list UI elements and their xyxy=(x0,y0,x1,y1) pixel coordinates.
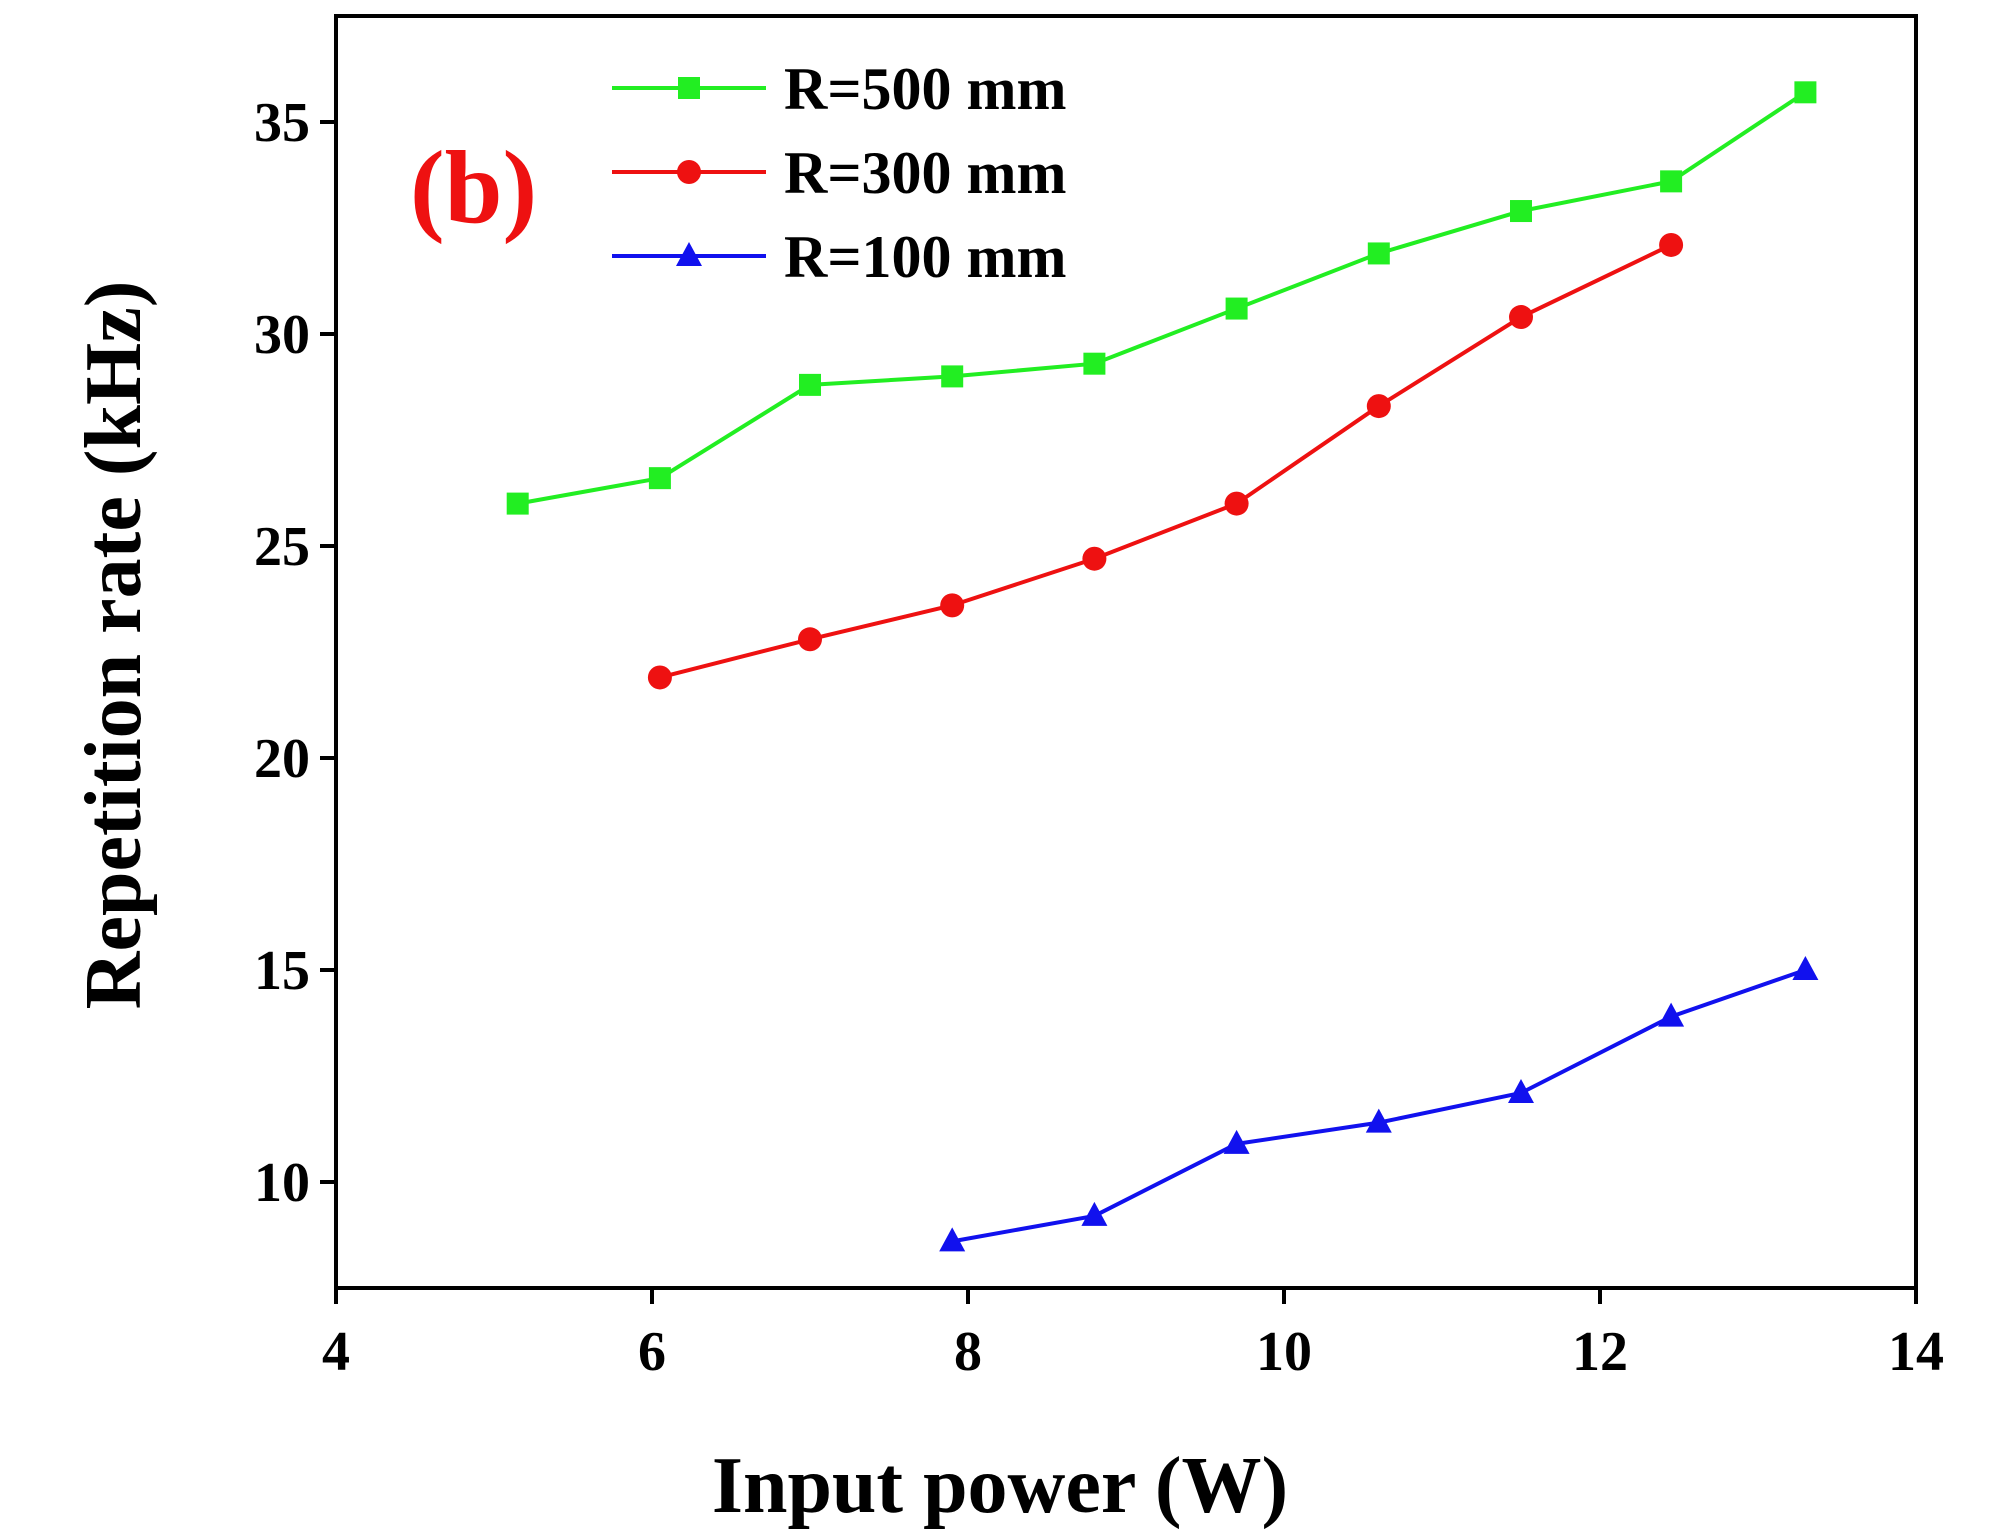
legend-item: R=300 mm xyxy=(612,140,1066,206)
x-tick-label: 12 xyxy=(1572,1321,1628,1383)
series-layer xyxy=(506,81,1819,1252)
data-point xyxy=(1081,1201,1108,1226)
x-tick-label: 8 xyxy=(954,1321,982,1383)
data-point xyxy=(1658,1002,1685,1027)
legend-label: R=300 mm xyxy=(784,140,1066,206)
data-point xyxy=(1224,491,1249,516)
data-point xyxy=(647,665,672,690)
x-tick-label: 4 xyxy=(322,1321,350,1383)
data-point xyxy=(1660,170,1683,193)
plot-frame xyxy=(334,14,1918,1290)
legend-marker xyxy=(677,160,701,184)
data-point xyxy=(799,373,821,396)
x-axis-title: Input power (W) xyxy=(712,1442,1288,1530)
panel-label: (b) xyxy=(410,130,537,245)
legend-label: R=500 mm xyxy=(784,56,1066,122)
axes-layer: 4 6 8 10 12 14 10 15 20 25 30 35 xyxy=(254,14,1944,1383)
y-tick-label: 25 xyxy=(254,516,310,578)
series-2 xyxy=(939,956,1819,1252)
y-tick-label: 20 xyxy=(254,728,310,790)
data-point xyxy=(1082,546,1107,571)
legend-marker xyxy=(676,242,702,266)
x-tick-label: 10 xyxy=(1256,1321,1312,1383)
data-point xyxy=(1794,81,1817,104)
data-point xyxy=(1792,956,1819,980)
data-point xyxy=(1083,352,1106,375)
data-point xyxy=(1510,200,1532,223)
data-point xyxy=(941,365,964,388)
series-line xyxy=(517,90,1807,506)
data-point xyxy=(1223,1129,1250,1154)
data-point xyxy=(1509,305,1533,330)
data-point xyxy=(648,467,671,490)
data-point xyxy=(1366,394,1391,419)
data-point xyxy=(1659,232,1684,257)
y-tick-label: 35 xyxy=(254,92,310,154)
legend-marker xyxy=(678,77,700,99)
data-point xyxy=(1508,1078,1534,1103)
data-point xyxy=(940,593,965,618)
legend-label: R=100 mm xyxy=(784,224,1066,290)
y-tick-label: 10 xyxy=(254,1152,310,1214)
y-axis-title: Repetition rate (kHz) xyxy=(70,281,158,1010)
legend-item: R=100 mm xyxy=(612,224,1066,290)
series-line xyxy=(659,243,1672,680)
series-0 xyxy=(506,81,1817,515)
data-point xyxy=(798,627,822,652)
legend-item: R=500 mm xyxy=(612,56,1066,122)
y-tick-label: 30 xyxy=(254,304,310,366)
data-point xyxy=(1367,242,1390,265)
legend: R=500 mm R=300 mm R=100 mm xyxy=(612,56,1066,290)
data-point xyxy=(506,492,529,515)
x-tick-label: 14 xyxy=(1888,1321,1944,1383)
data-point xyxy=(1365,1108,1392,1133)
series-1 xyxy=(647,232,1684,690)
data-point xyxy=(939,1227,966,1252)
data-point xyxy=(1225,297,1248,320)
x-tick-label: 6 xyxy=(638,1321,666,1383)
y-tick-label: 15 xyxy=(254,940,310,1002)
